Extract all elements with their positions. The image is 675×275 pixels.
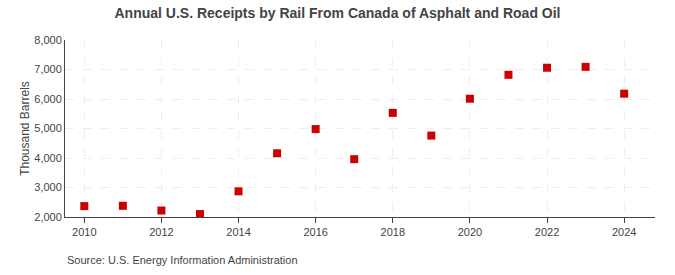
svg-text:2022: 2022 [535,226,559,238]
svg-text:7,000: 7,000 [34,63,62,75]
svg-text:5,000: 5,000 [34,122,62,134]
svg-text:2010: 2010 [72,226,96,238]
svg-text:3,000: 3,000 [34,181,62,193]
svg-text:Thousand Barrels: Thousand Barrels [18,81,32,176]
svg-text:6,000: 6,000 [34,93,62,105]
svg-text:2,000: 2,000 [34,211,62,223]
svg-text:8,000: 8,000 [34,34,62,46]
svg-text:Source: U.S. Energy Informatio: Source: U.S. Energy Information Administ… [67,254,298,266]
svg-text:2018: 2018 [381,226,405,238]
svg-text:Annual U.S. Receipts by Rail F: Annual U.S. Receipts by Rail From Canada… [115,5,561,21]
svg-text:2020: 2020 [458,226,482,238]
svg-text:2012: 2012 [149,226,173,238]
svg-text:2024: 2024 [612,226,636,238]
svg-text:2014: 2014 [226,226,250,238]
svg-text:2016: 2016 [303,226,327,238]
svg-text:4,000: 4,000 [34,152,62,164]
